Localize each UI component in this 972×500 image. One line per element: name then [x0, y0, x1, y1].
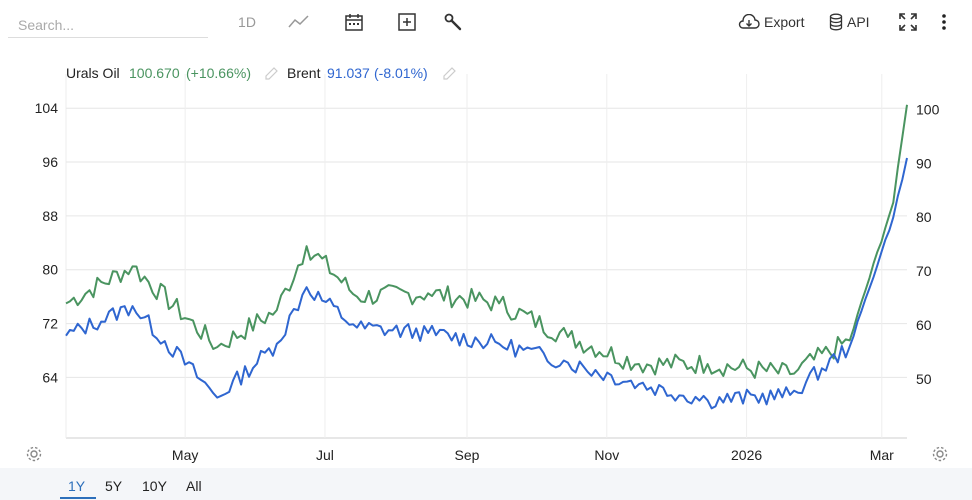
calendar-icon[interactable] [343, 10, 365, 34]
legend-brent-value: 91.037 [327, 65, 370, 81]
price-chart[interactable]: 64 72 80 88 96 104 50 60 70 80 90 100 May Jul Sep Nov 20… [0, 44, 972, 468]
wrench-icon[interactable] [442, 10, 464, 34]
range-1y-button[interactable]: 1Y [68, 478, 86, 494]
left-tick-label: 80 [42, 262, 58, 278]
fullscreen-icon[interactable] [897, 10, 919, 34]
legend-urals-name: Urals Oil [66, 65, 120, 81]
x-tick-label: Mar [870, 447, 894, 463]
legend-urals-change: (+10.66%) [186, 65, 251, 81]
toolbar: 1D Export API [0, 0, 972, 44]
pencil-icon[interactable] [443, 67, 456, 80]
range-5y-button[interactable]: 5Y [105, 478, 123, 494]
search-input[interactable] [8, 12, 208, 38]
more-menu-icon[interactable] [936, 10, 952, 34]
left-axis-settings-icon[interactable] [25, 445, 43, 468]
line-chart-icon[interactable] [288, 10, 310, 34]
right-tick-label: 50 [916, 371, 932, 387]
left-tick-label: 72 [42, 316, 58, 332]
right-tick-label: 80 [916, 209, 932, 225]
pencil-icon[interactable] [265, 67, 278, 80]
left-tick-label: 64 [42, 369, 58, 385]
x-tick-label: Nov [594, 447, 619, 463]
range-10y-button[interactable]: 10Y [142, 478, 167, 494]
series-line-urals [65, 104, 908, 379]
left-tick-label: 88 [42, 208, 58, 224]
chart-area[interactable]: 64 72 80 88 96 104 50 60 70 80 90 100 May Jul Sep Nov 20… [0, 44, 972, 468]
x-tick-label: Jul [316, 447, 334, 463]
api-button[interactable]: API [829, 10, 877, 34]
add-indicator-icon[interactable] [396, 10, 418, 34]
range-all-button[interactable]: All [186, 478, 202, 494]
export-button[interactable]: Export [738, 10, 810, 34]
right-tick-label: 70 [916, 263, 932, 279]
x-tick-label: 2026 [731, 447, 762, 463]
right-axis-settings-icon[interactable] [931, 445, 949, 468]
left-tick-label: 104 [35, 100, 59, 116]
active-range-indicator [60, 497, 96, 499]
database-icon [829, 13, 843, 31]
interval-button[interactable]: 1D [238, 14, 256, 30]
legend-brent-change: (-8.01%) [374, 65, 428, 81]
range-bar: 1Y 5Y 10Y All [0, 468, 972, 500]
right-tick-label: 60 [916, 317, 932, 333]
right-tick-label: 100 [916, 102, 940, 118]
legend-urals-value: 100.670 [129, 65, 180, 81]
legend-brent-name: Brent [287, 65, 321, 81]
x-tick-label: Sep [455, 447, 480, 463]
series-line-brent [65, 157, 908, 410]
cloud-download-icon [738, 14, 760, 29]
right-tick-label: 90 [916, 155, 932, 171]
export-label: Export [764, 14, 805, 30]
x-tick-label: May [172, 447, 198, 463]
api-label: API [847, 14, 870, 30]
left-tick-label: 96 [42, 154, 58, 170]
